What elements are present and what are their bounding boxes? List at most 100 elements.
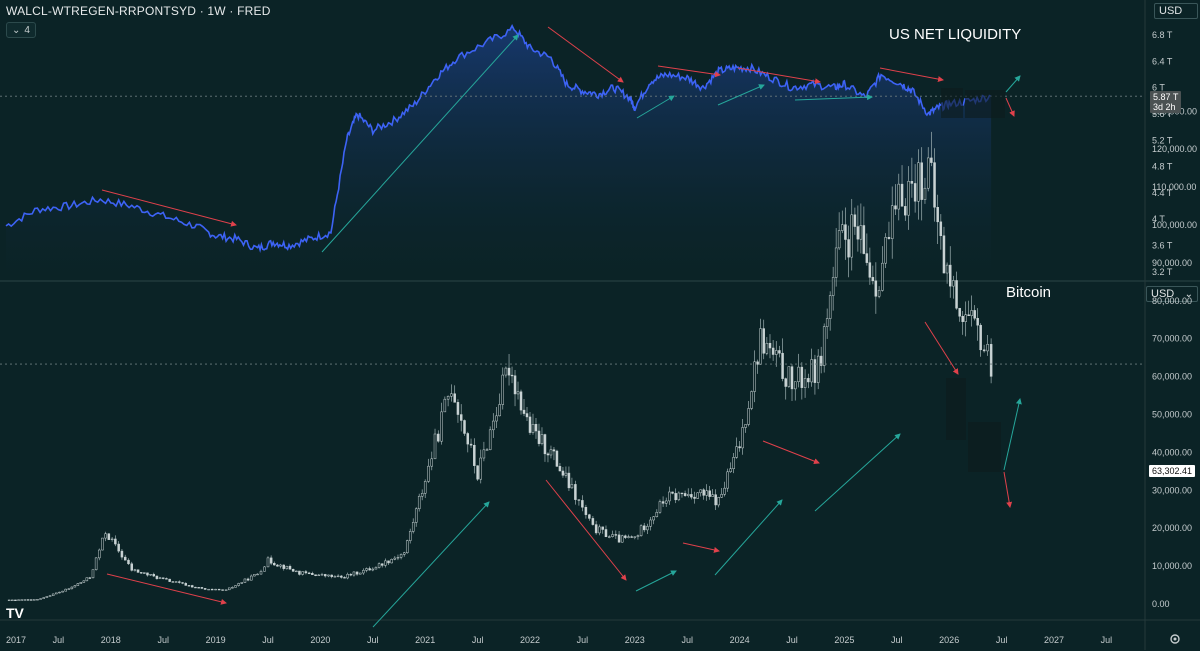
bitcoin-candle [498,404,501,417]
bitcoin-candle [203,588,207,590]
bitcoin-candle [831,277,835,296]
bitcoin-candle [295,570,298,573]
bitcoin-candle [259,571,263,575]
bitcoin-candle [677,492,681,501]
bitcoin-candle [973,310,976,319]
bitcoin-candle [775,350,778,355]
liquidity-y-tick: 6.4 T [1152,56,1173,66]
bitcoin-candle [26,599,30,601]
bitcoin-candle [269,557,273,564]
liquidity-chart-label: US NET LIQUIDITY [889,26,1022,43]
bitcoin-candle [970,310,973,316]
bitcoin-candle [165,578,168,580]
time-axis-tick: 2021 [415,635,435,645]
bitcoin-y-tick: 80,000.00 [1152,296,1192,306]
bitcoin-candle [430,458,433,467]
liquidity-y-tick: 3.2 T [1152,267,1173,277]
liquidity-y-tick: 4 T [1152,214,1165,224]
bitcoin-candle [790,366,794,390]
bitcoin-candle [611,534,614,537]
symbol-title: WALCL-WTREGEN-RRPONTSYD · 1W · FRED [6,4,271,18]
bitcoin-candle [29,599,33,601]
bitcoin-candle [630,536,633,538]
bitcoin-candle [485,449,489,451]
bitcoin-candle [516,391,520,395]
liquidity-y-tick: 6 T [1152,83,1165,93]
bitcoin-candle [537,430,541,444]
bitcoin-candle [256,573,259,576]
bitcoin-candle [528,416,532,433]
bitcoin-candle [942,235,946,274]
bitcoin-candle [152,574,156,577]
bitcoin-candle [327,574,330,577]
bitcoin-candle [800,366,804,388]
time-axis-tick: 2023 [625,635,645,645]
bitcoin-candle [184,583,188,586]
bitcoin-candle [871,277,875,282]
down-trend-arrow [737,67,821,85]
bitcoin-candle [778,350,781,354]
bitcoin-candle [693,496,696,499]
bitcoin-candle [73,585,77,588]
up-trend-arrow [714,499,783,576]
bitcoin-candle [574,484,577,500]
bitcoin-candle [276,564,279,567]
bitcoin-candle [120,550,124,558]
bitcoin-candle [307,572,311,574]
up-trend-arrow [1005,75,1021,93]
liquidity-unit-selector[interactable]: USD [1154,3,1198,19]
bitcoin-candle [668,491,671,502]
bitcoin-candle [501,374,505,405]
bitcoin-candle [423,481,427,494]
collapse-indicators-button[interactable]: ⌄ 4 [6,22,36,38]
bitcoin-candle [717,497,720,506]
bitcoin-candle [130,563,134,571]
bitcoin-candle [543,434,547,455]
bitcoin-candle [652,516,655,521]
bitcoin-candle [61,590,64,593]
time-axis-tick: Jul [1101,635,1113,645]
up-trend-arrow [635,570,677,592]
bitcoin-candle [813,359,817,383]
bitcoin-candle [253,574,256,577]
bitcoin-candle [750,391,753,409]
up-trend-arrow [814,433,901,512]
chevron-down-icon: ⌄ [12,24,21,36]
gear-icon[interactable] [1168,632,1182,646]
bitcoin-candle [243,578,247,583]
bitcoin-candle [291,569,295,572]
bitcoin-y-tick: 40,000.00 [1152,447,1192,457]
bitcoin-candle [581,500,584,508]
bitcoin-candle [661,501,665,504]
time-axis-tick: 2024 [730,635,750,645]
bitcoin-candle [117,543,120,552]
bitcoin-unit-selector[interactable]: USD ⌄ [1146,286,1198,302]
bitcoin-candle [368,568,371,571]
bitcoin-candle [459,414,463,421]
bitcoin-candle [926,157,930,189]
liquidity-area-fill [6,25,992,280]
bitcoin-candle [768,342,772,349]
time-axis-tick: 2020 [310,635,330,645]
bitcoin-candle [158,577,162,579]
bitcoin-candle [964,314,967,322]
bitcoin-candle [819,355,823,366]
bitcoin-candle [881,262,884,291]
bitcoin-candle [114,538,117,545]
bitcoin-candle [639,525,643,536]
bitcoin-candle [853,214,857,227]
bitcoin-candle [488,429,492,450]
bitcoin-highlight-box [946,378,966,440]
bitcoin-candle [263,566,266,572]
bitcoin-candle [387,560,390,564]
bitcoin-candle [828,295,832,319]
bitcoin-candle [440,411,443,442]
bitcoin-y-tick: 10,000.00 [1152,561,1192,571]
bitcoin-candle [714,494,717,506]
bitcoin-candle [868,262,872,278]
bitcoin-candle [822,326,826,366]
time-axis-tick: 2027 [1044,635,1064,645]
bitcoin-candle [346,574,349,579]
bitcoin-candle [636,535,640,538]
bitcoin-candle [155,575,159,579]
